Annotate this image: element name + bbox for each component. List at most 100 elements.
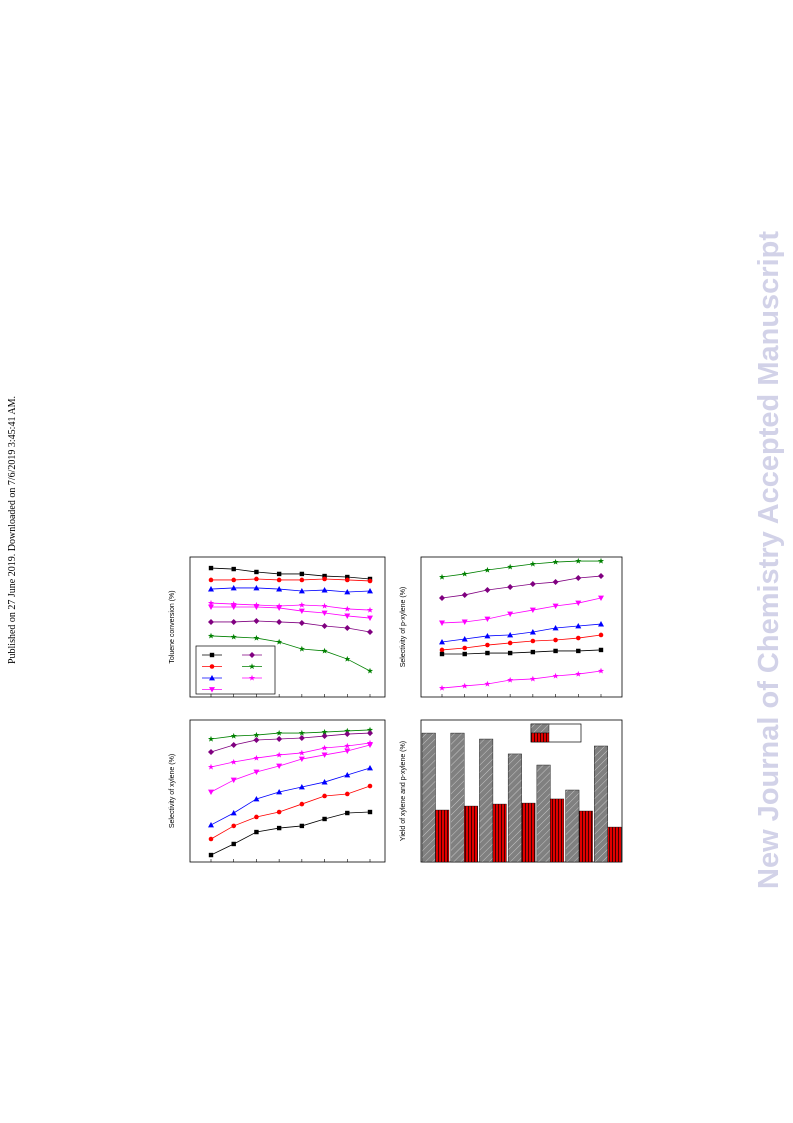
marker	[484, 566, 491, 573]
marker	[254, 569, 259, 575]
marker	[484, 587, 491, 594]
marker	[230, 741, 237, 748]
marker	[231, 841, 236, 847]
series-line	[441, 575, 602, 599]
marker	[575, 600, 582, 607]
marker	[231, 566, 236, 572]
series-line	[210, 587, 371, 593]
series-line	[210, 785, 371, 840]
series-line	[210, 602, 371, 611]
marker	[507, 583, 514, 590]
marker	[276, 809, 282, 815]
marker	[552, 558, 559, 565]
marker	[321, 728, 328, 735]
marker	[321, 623, 328, 630]
marker	[366, 667, 374, 674]
marker	[439, 595, 445, 602]
marker	[207, 763, 215, 770]
marker	[253, 731, 260, 738]
marker	[230, 584, 237, 591]
bar	[521, 802, 536, 863]
marker	[439, 651, 445, 657]
marker	[461, 570, 468, 577]
series-line	[441, 670, 602, 689]
marker	[438, 573, 446, 580]
marker	[253, 604, 260, 610]
marker	[321, 610, 328, 616]
marker	[462, 651, 467, 657]
marker	[276, 577, 282, 583]
marker	[230, 618, 237, 625]
bar	[594, 745, 608, 863]
marker	[575, 635, 581, 641]
marker	[208, 586, 214, 592]
marker	[231, 823, 237, 829]
legend-swatch	[209, 675, 215, 681]
marker	[367, 742, 373, 748]
marker	[461, 636, 468, 642]
series-line	[210, 767, 371, 826]
marker	[367, 629, 373, 636]
bar	[450, 732, 465, 863]
marker	[367, 578, 373, 584]
marker	[321, 602, 328, 609]
marker	[230, 732, 237, 739]
marker	[598, 595, 604, 602]
marker	[529, 581, 536, 588]
plot-frame	[420, 556, 623, 698]
marker	[276, 788, 283, 795]
marker	[298, 735, 305, 742]
marker	[322, 576, 327, 582]
series-line	[211, 606, 371, 619]
marker	[276, 736, 283, 743]
marker	[367, 764, 373, 771]
marker	[598, 632, 604, 638]
marker	[553, 648, 558, 654]
marker	[298, 784, 305, 790]
marker	[276, 763, 283, 770]
marker	[321, 647, 328, 654]
bar	[492, 803, 507, 863]
marker	[276, 751, 283, 758]
marker	[344, 727, 351, 734]
legend-box	[195, 645, 276, 695]
marker	[345, 574, 350, 580]
marker	[367, 783, 373, 789]
bar	[464, 805, 478, 863]
legend-swatch	[209, 687, 215, 693]
marker	[298, 588, 305, 594]
marker	[439, 638, 445, 645]
marker	[276, 602, 283, 609]
marker	[552, 579, 559, 586]
marker	[322, 793, 327, 799]
plot-frame	[189, 719, 386, 863]
marker	[230, 810, 237, 816]
marker	[276, 825, 282, 831]
marker	[344, 624, 351, 631]
marker	[438, 684, 446, 691]
marker	[344, 791, 350, 797]
marker	[344, 589, 351, 595]
marker	[576, 648, 581, 654]
marker	[322, 573, 327, 579]
y-axis-label: Yield of xylene and p-xylene (%)	[400, 741, 407, 841]
marker	[207, 632, 215, 639]
marker	[366, 726, 374, 733]
marker	[529, 675, 536, 682]
marker	[507, 563, 514, 570]
marker	[344, 605, 351, 612]
marker	[321, 752, 328, 758]
legend-swatch	[209, 664, 215, 669]
marker	[207, 735, 215, 742]
marker	[299, 801, 305, 807]
series-line	[210, 732, 371, 753]
marker	[230, 633, 237, 640]
marker	[254, 576, 259, 582]
marker	[366, 606, 374, 613]
marker	[321, 733, 328, 740]
marker	[253, 795, 260, 802]
marker	[253, 617, 260, 624]
marker	[299, 577, 305, 583]
marker	[529, 629, 536, 635]
